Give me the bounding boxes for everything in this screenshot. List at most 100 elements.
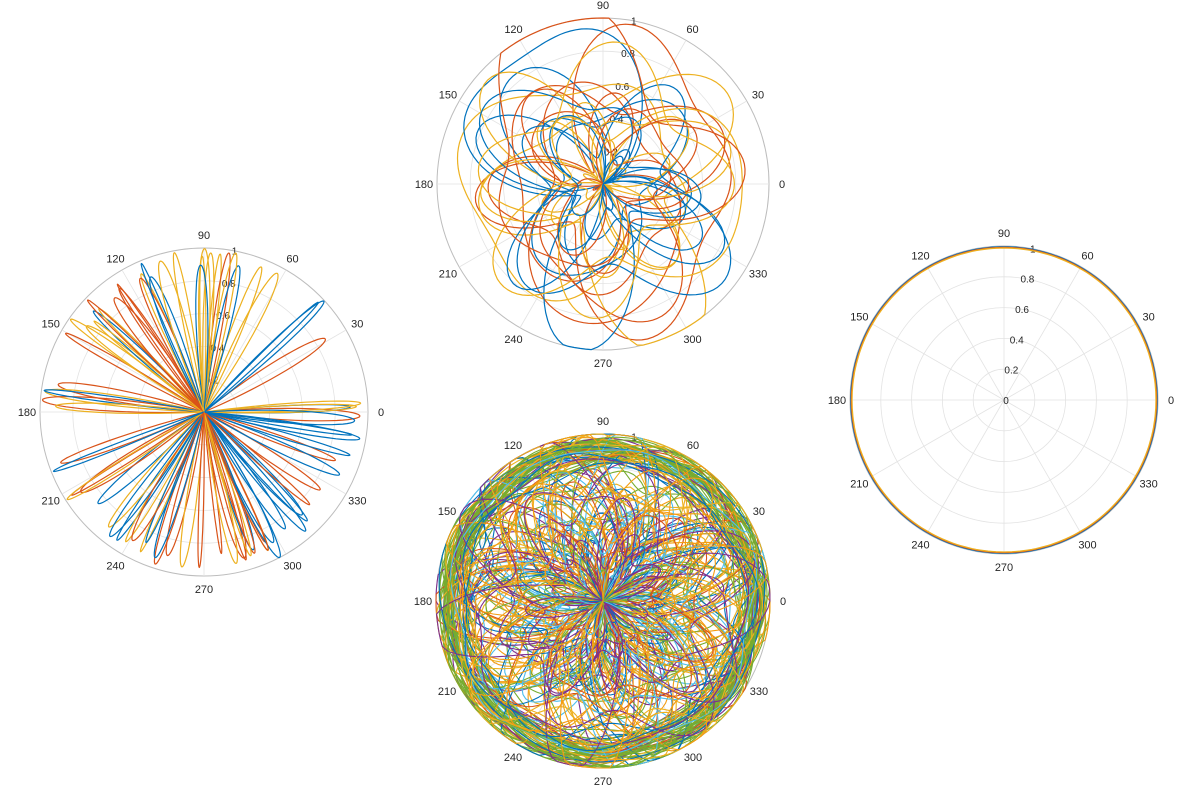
petal-curve [145,411,205,544]
theta-tick-label: 300 [1078,540,1096,552]
theta-tick-label: 300 [684,752,702,764]
theta-tick-label: 0 [378,407,384,419]
petal-curve [118,287,205,413]
theta-tick-label: 30 [351,319,363,331]
scribble-curve [460,520,728,716]
theta-tick-label: 0 [779,179,785,191]
petal-curve [149,276,205,413]
petal-curve [203,411,336,462]
theta-tick-label: 270 [594,776,612,788]
scribble-curve [470,446,752,746]
polar-grid-spoke [459,100,604,185]
theta-tick-label: 120 [504,24,522,36]
polar-plot-petals: 03060901201501802102402703003300.20.40.6… [18,230,384,596]
theta-tick-label: 180 [18,407,36,419]
theta-tick-label: 30 [753,506,765,518]
theta-tick-label: 210 [850,479,868,491]
theta-tick-label: 150 [850,312,868,324]
petal-curve [109,411,205,538]
r-tick-label: 0.6 [615,82,629,93]
petal-curve [203,252,238,413]
theta-tick-label: 120 [911,250,929,262]
scribble-curve [524,497,660,696]
scribble-curve [550,543,679,643]
scribble-curve [464,456,755,750]
r-tick-label: 1 [631,17,637,28]
petal-curve [203,411,281,559]
polar-grid-spoke [1003,399,1082,534]
scribble-curve [498,525,720,682]
polar-grid-spoke [602,100,747,185]
petal-curve [131,411,205,542]
blob-curve [549,114,702,218]
petal-curve [165,411,205,557]
blob-curve [492,107,743,296]
r-tick-label: 1 [631,433,637,444]
theta-tick-label: 270 [995,562,1013,574]
scribble-curve [461,469,768,769]
scribble-curve [458,454,745,746]
petal-curve [107,411,205,528]
petal-curve [203,411,238,564]
polar-plot-circle: 0 30 60 90 120 150 180 210 240 270 300 330 0 0.2 0.4 0.… [828,228,1174,574]
r-tick-label: 0.8 [1020,275,1034,286]
petal-curve [203,403,357,414]
theta-tick-label: 300 [283,560,301,572]
theta-tick-label: 210 [42,496,60,508]
petal-curve [197,411,205,569]
petal-curve [202,252,215,413]
petal-curve [57,382,205,413]
blob-curve [478,73,734,346]
petal-curve [203,411,353,436]
theta-tick-label: 270 [594,358,612,370]
petal-curve [203,411,223,555]
theta-tick-label: 30 [752,90,764,102]
blob-curve [528,81,681,325]
theta-tick-label: 180 [414,596,432,608]
theta-tick-label: 270 [195,584,213,596]
petal-curve [203,411,247,561]
petal-curve [55,402,205,414]
theta-tick-label: 330 [348,496,366,508]
petal-curve [203,337,326,413]
petal-curve [179,411,205,568]
petal-curve [203,411,252,557]
petal-curve [203,265,241,413]
polar-grid-spoke [926,399,1005,534]
blob-curve [516,84,732,296]
blob-curve [474,23,732,341]
petal-curve [203,266,263,413]
blob-curve [478,89,726,265]
theta-tick-label: 120 [504,440,522,452]
r-tick-label: 0.8 [621,49,635,60]
polar-grid-spoke [459,183,604,268]
petal-curve [66,411,205,501]
blob-curve [477,41,735,319]
r-tick-label: 0.4 [610,115,624,126]
petal-curve [203,409,356,426]
petal-curve [203,411,351,457]
theta-tick-label: 90 [198,230,210,242]
theta-tick-label: 150 [42,319,60,331]
blob-curve [463,28,692,351]
petal-curve [203,272,279,413]
r-tick-label: 0.4 [1010,335,1024,346]
petal-curve [71,411,205,496]
r-tick-label: 0.2 [1004,366,1018,377]
theta-tick-label: 240 [504,752,522,764]
theta-tick-label: 180 [828,395,846,407]
petal-curve [203,407,361,422]
polar-plot-blobs: 03060901201501802102402703003300.20.40.6… [415,0,785,370]
polar-grid-spoke [1003,399,1138,478]
petal-curve [203,411,311,506]
theta-tick-label: 60 [686,24,698,36]
petal-curve [70,318,205,413]
scribble-curve [487,486,700,717]
petal-curve [203,411,341,476]
scribble-curve [444,449,732,758]
polar-grid-spoke [602,40,687,185]
theta-tick-label: 90 [597,0,609,12]
theta-tick-label: 330 [750,686,768,698]
theta-tick-label: 210 [439,269,457,281]
scribble-curve [462,453,759,751]
